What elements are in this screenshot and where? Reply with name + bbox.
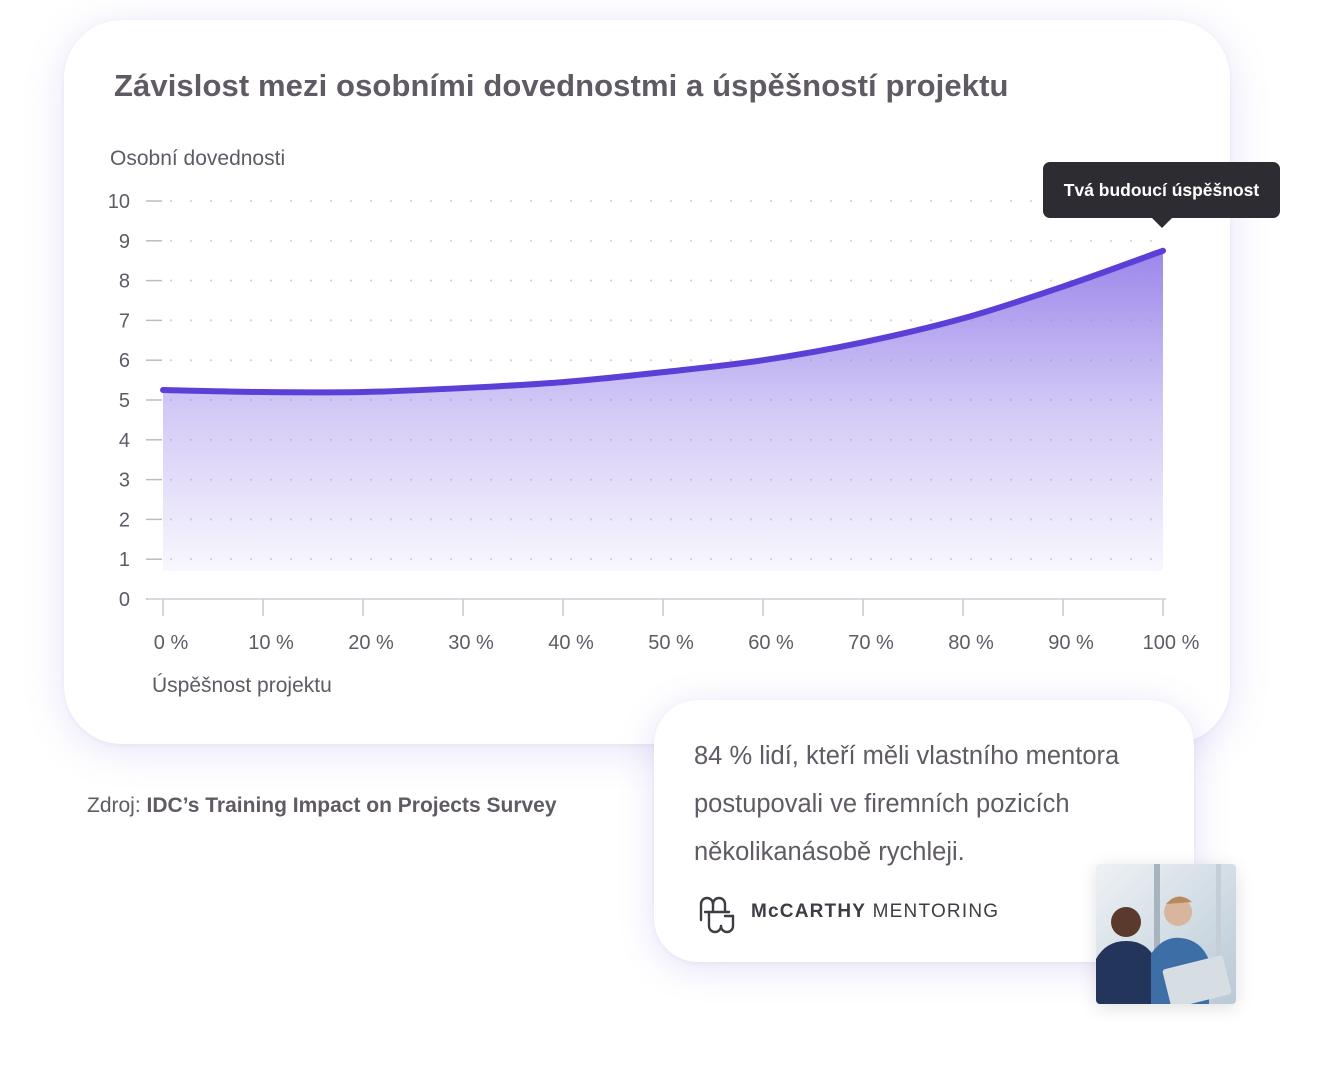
chart: Osobní dovednosti Úspěšnost projektu 0 1 2… [108, 147, 1200, 697]
source-prefix: Zdroj: [87, 794, 141, 817]
y-tick-label: 5 [119, 390, 130, 412]
x-tick-label: 90 % [1048, 632, 1094, 654]
y-tick-label: 9 [119, 231, 130, 253]
y-tick-label: 3 [119, 470, 130, 492]
x-tick-label: 70 % [848, 632, 894, 654]
y-axis-title: Osobní dovednosti [110, 147, 285, 170]
x-tick-label: 30 % [448, 632, 494, 654]
area-fill [163, 250, 1163, 571]
logo-brand: McCARTHY [751, 901, 867, 922]
logo-tagline: MENTORING [872, 901, 1000, 922]
x-tick-label: 80 % [948, 632, 994, 654]
x-tick-label: 40 % [548, 632, 594, 654]
y-tick-label: 1 [119, 549, 130, 571]
x-tick-label: 10 % [248, 632, 294, 654]
mentoring-logo-icon [699, 896, 735, 934]
y-tick-label: 8 [119, 271, 130, 293]
y-tick-label: 4 [119, 430, 130, 452]
photo-two-men-laptop [1096, 864, 1236, 1004]
quote-text: 84 % lidí, kteří měli vlastního mentora … [694, 742, 1120, 866]
y-tick-label: 7 [119, 310, 130, 332]
source-name: IDC’s Training Impact on Projects Survey [146, 794, 557, 817]
y-tick-label: 10 [108, 191, 130, 213]
x-axis-title: Úspěšnost projektu [152, 674, 332, 697]
annotation-tooltip: Tvá budoucí úspěšnost [1043, 162, 1280, 228]
mccarthy-logo: McCARTHY MENTORING [695, 890, 999, 934]
x-tick-label: 0 % [154, 632, 189, 654]
area-series [160, 247, 1166, 571]
x-tick-label: 20 % [348, 632, 394, 654]
y-tick-label: 0 [119, 589, 130, 611]
y-tick-label: 6 [119, 350, 130, 372]
source-line: Zdroj: IDC’s Training Impact on Projects… [87, 794, 557, 818]
x-tick-label: 60 % [748, 632, 794, 654]
x-tick-label: 50 % [648, 632, 694, 654]
x-tick-label: 100 % [1143, 632, 1200, 654]
chart-title: Závislost mezi osobními dovednostmi a ús… [114, 68, 1009, 103]
y-tick-label: 2 [119, 509, 130, 531]
